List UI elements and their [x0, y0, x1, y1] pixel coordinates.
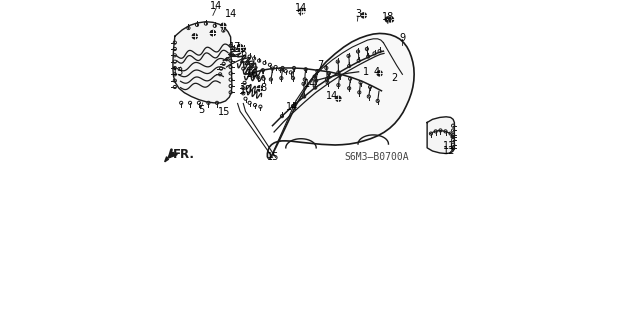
Text: 14: 14	[210, 1, 223, 11]
Text: 5: 5	[198, 105, 204, 115]
Text: 14: 14	[304, 79, 316, 89]
Text: 14: 14	[326, 91, 338, 101]
Circle shape	[388, 17, 394, 22]
Polygon shape	[427, 117, 454, 153]
Text: 3: 3	[355, 9, 361, 19]
Circle shape	[257, 86, 262, 91]
Text: 7: 7	[317, 60, 323, 70]
Circle shape	[377, 71, 382, 76]
Circle shape	[221, 23, 226, 28]
Text: 2: 2	[391, 73, 397, 83]
Circle shape	[192, 34, 197, 39]
Circle shape	[211, 31, 216, 36]
Text: 17: 17	[229, 42, 241, 52]
Text: 14: 14	[295, 4, 307, 13]
Text: 15: 15	[218, 108, 230, 117]
Text: 9: 9	[399, 33, 406, 42]
Circle shape	[361, 13, 366, 18]
Text: 14: 14	[286, 102, 298, 112]
Text: 1: 1	[363, 67, 369, 77]
Text: 11: 11	[442, 141, 455, 151]
Text: 10: 10	[241, 85, 253, 95]
Text: 6: 6	[240, 48, 246, 58]
Text: 13: 13	[172, 67, 184, 78]
Circle shape	[300, 8, 305, 13]
Circle shape	[336, 96, 341, 101]
Text: 18: 18	[382, 12, 395, 22]
Text: S6M3–B0700A: S6M3–B0700A	[345, 152, 410, 162]
Circle shape	[385, 17, 390, 22]
Text: 14: 14	[225, 9, 237, 19]
Circle shape	[211, 31, 216, 36]
Text: 12: 12	[442, 146, 455, 156]
Text: 15: 15	[267, 152, 279, 162]
Polygon shape	[164, 157, 168, 162]
Circle shape	[237, 45, 243, 49]
Polygon shape	[268, 33, 414, 158]
Polygon shape	[173, 22, 232, 103]
Text: FR.: FR.	[173, 148, 195, 161]
Text: 16: 16	[246, 69, 259, 79]
Text: 4: 4	[374, 67, 380, 77]
Text: 8: 8	[260, 83, 267, 93]
Circle shape	[298, 9, 303, 14]
